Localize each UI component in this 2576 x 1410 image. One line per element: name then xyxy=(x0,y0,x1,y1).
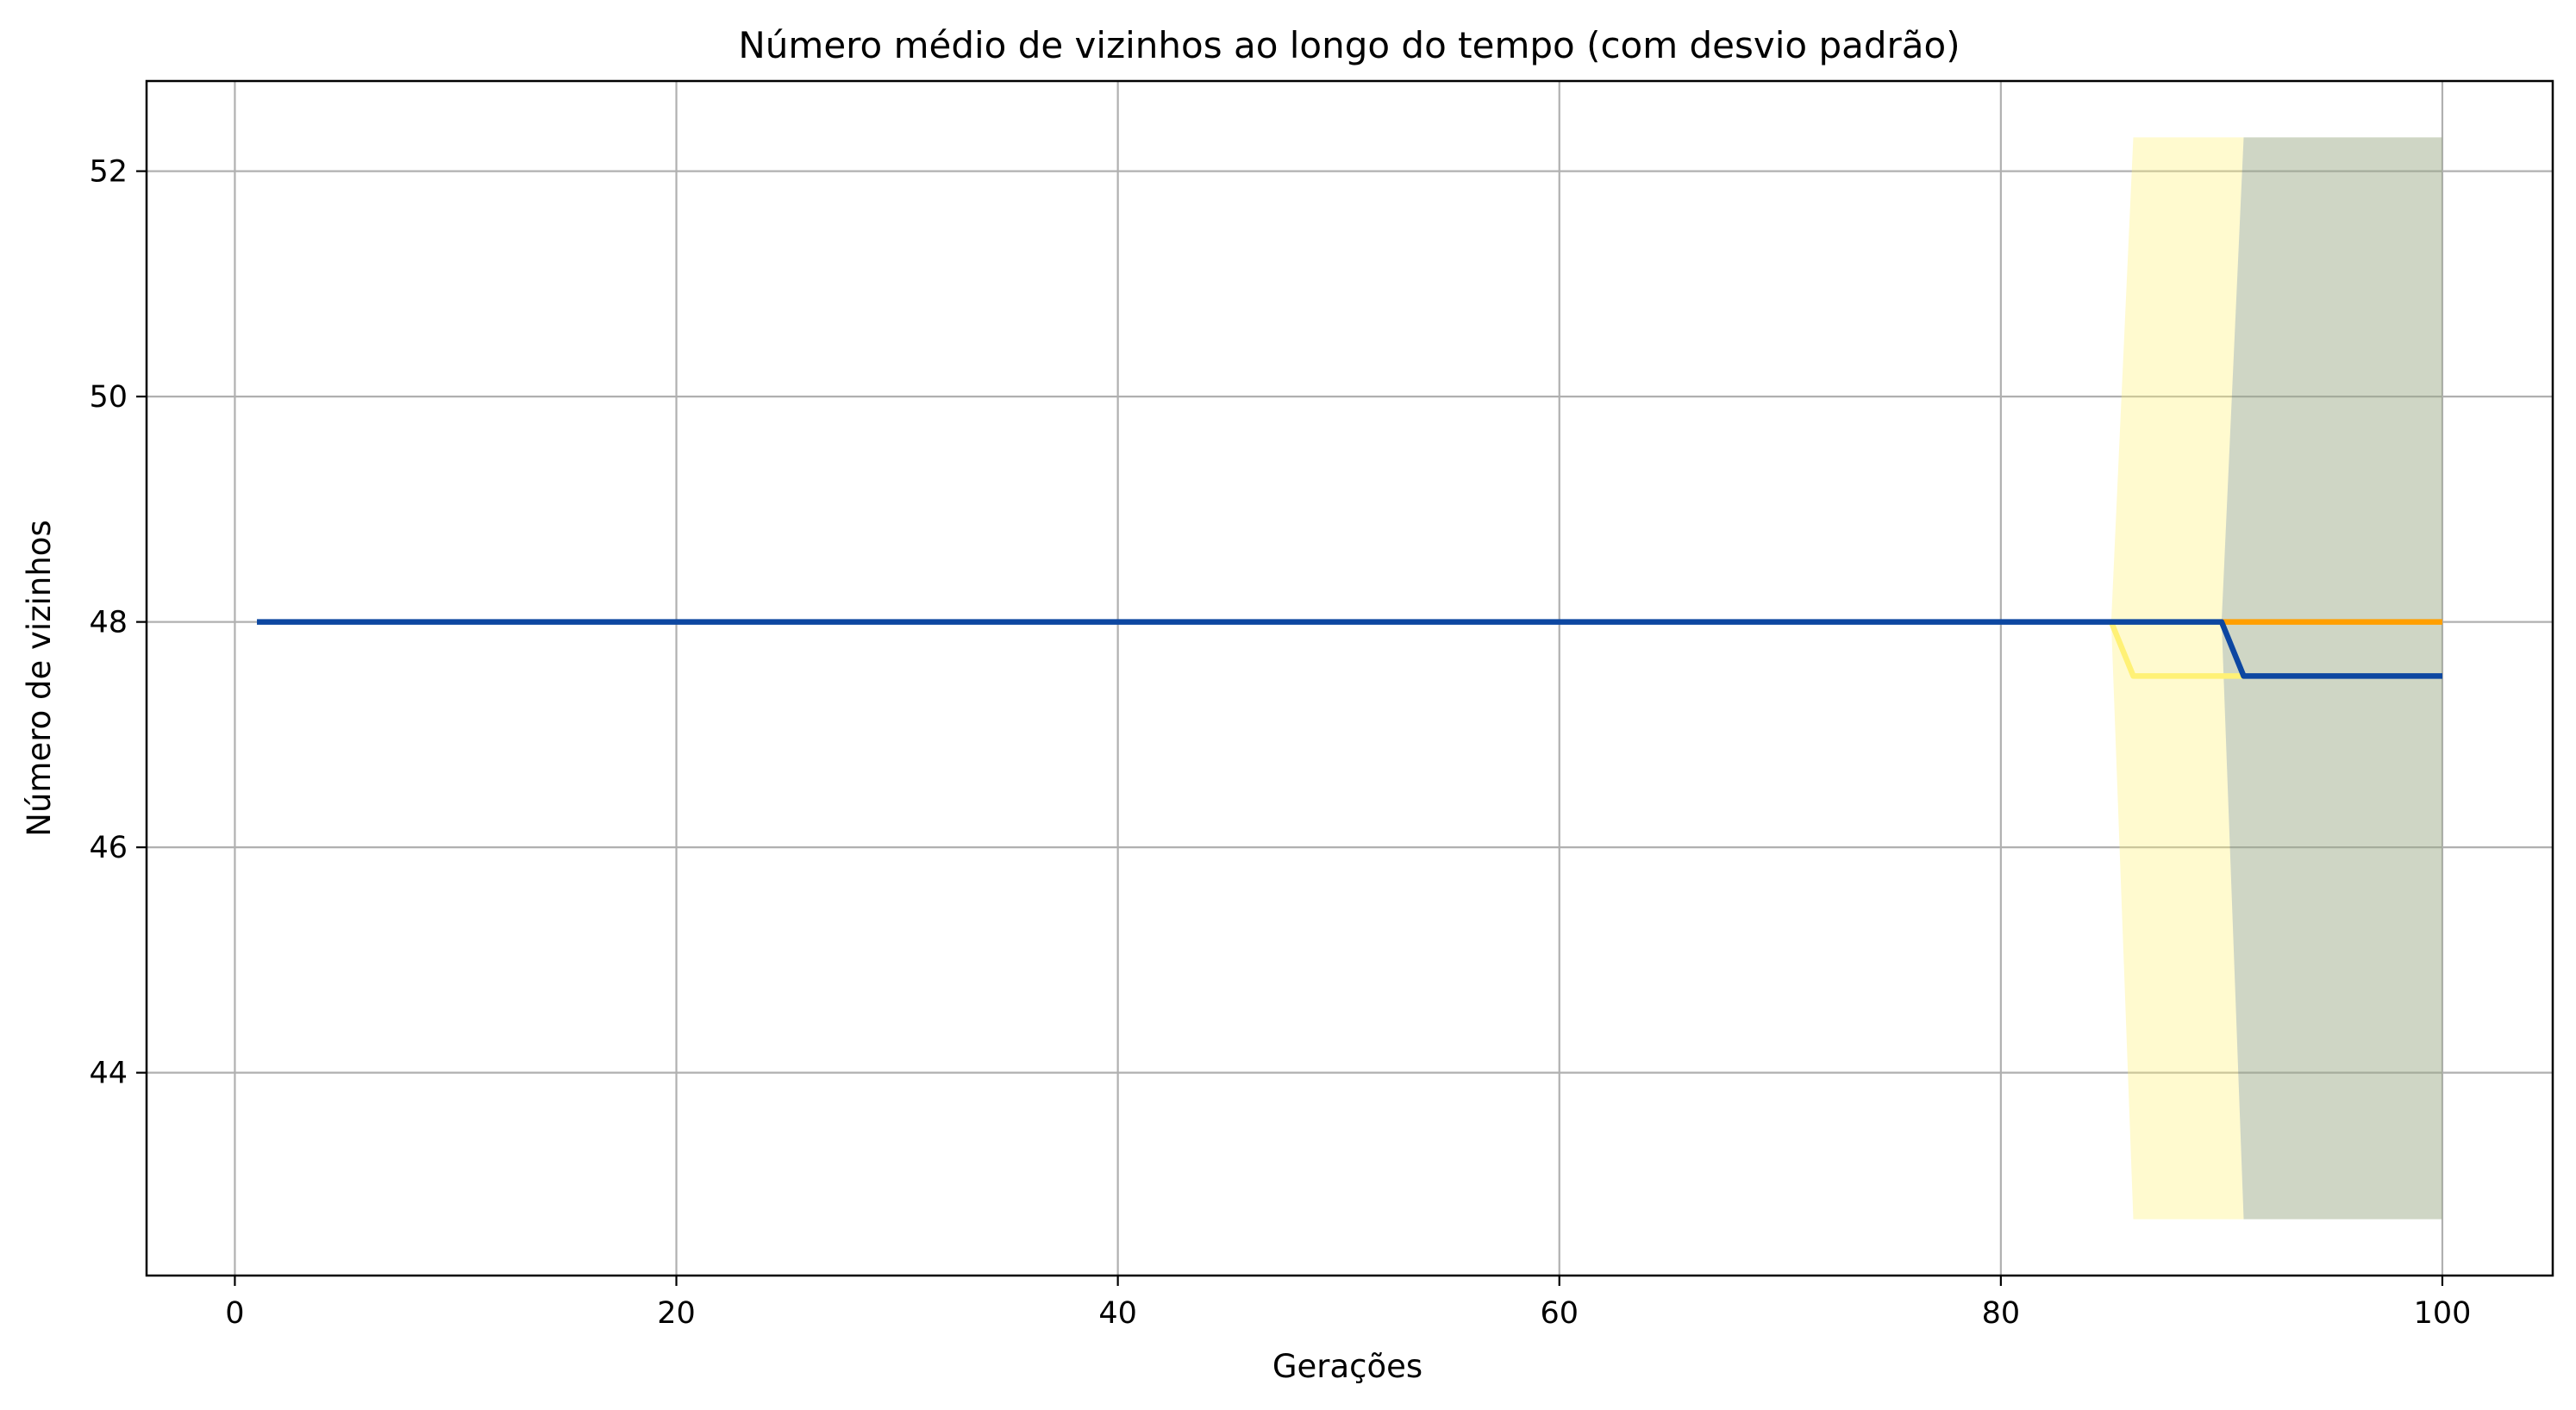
x-tick-label: 100 xyxy=(2414,1296,2472,1331)
y-tick-label: 48 xyxy=(89,606,128,640)
y-tick-label: 52 xyxy=(89,155,128,190)
x-tick-label: 60 xyxy=(1540,1296,1579,1331)
x-tick-label: 40 xyxy=(1098,1296,1137,1331)
y-tick-label: 50 xyxy=(89,380,128,415)
series-lines xyxy=(257,619,2442,679)
plot-frame xyxy=(145,79,2554,1277)
series-line-0 xyxy=(2108,621,2244,679)
x-tick-label: 80 xyxy=(1982,1296,2021,1331)
x-tick-label: 20 xyxy=(657,1296,696,1331)
y-tick-label: 46 xyxy=(89,831,128,865)
x-tick-label: 0 xyxy=(225,1296,244,1331)
x-axis-ticks: 0 20 40 60 80 100 xyxy=(225,1276,2471,1331)
x-axis-label: Gerações xyxy=(1272,1348,1422,1385)
series-line-2 xyxy=(257,619,2442,679)
y-tick-label: 44 xyxy=(89,1057,128,1091)
y-axis-ticks: 44 46 48 50 52 xyxy=(89,155,147,1091)
chart-title: Número médio de vizinhos ao longo do tem… xyxy=(738,24,1960,66)
y-axis-label: Número de vizinhos xyxy=(21,520,58,836)
